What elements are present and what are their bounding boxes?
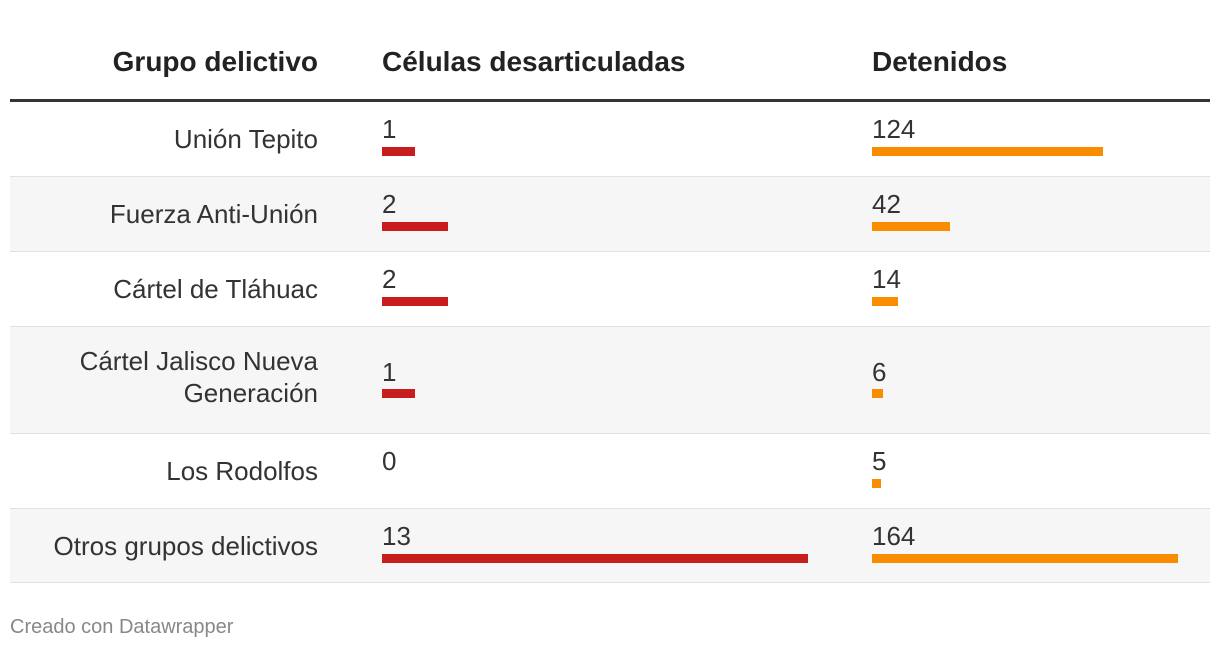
cells-bar	[382, 147, 415, 156]
header-cells: Células desarticuladas	[382, 46, 686, 77]
table-body: Unión Tepito 1 124 Fuerza Anti-Unión 2 42 Cárt…	[10, 102, 1210, 583]
table-row: Otros grupos delictivos 13 164	[10, 509, 1210, 583]
cells-bar	[382, 222, 448, 231]
detained-value: 6	[872, 357, 887, 387]
cells-value: 1	[382, 114, 397, 144]
table-row: Cártel de Tláhuac 2 14	[10, 252, 1210, 327]
table-header: Grupo delictivo Células desarticuladas D…	[10, 30, 1210, 102]
data-table: Grupo delictivo Células desarticuladas D…	[10, 30, 1210, 583]
header-group: Grupo delictivo	[112, 46, 318, 77]
cells-bar	[382, 389, 415, 398]
detained-value: 14	[872, 264, 901, 294]
detained-bar	[872, 554, 1178, 563]
group-name: Otros grupos delictivos	[53, 531, 318, 561]
detained-bar	[872, 479, 882, 488]
group-name: Unión Tepito	[173, 124, 318, 154]
table-row: Fuerza Anti-Unión 2 42	[10, 177, 1210, 252]
detained-bar	[872, 147, 1104, 156]
detained-value: 42	[872, 189, 901, 219]
detained-value: 124	[872, 114, 916, 144]
detained-bar	[872, 297, 899, 306]
cells-value: 13	[382, 521, 411, 551]
table-row: Los Rodolfos 0 5	[10, 434, 1210, 509]
detained-value: 5	[872, 446, 887, 476]
header-detained: Detenidos	[872, 46, 1008, 77]
detained-value: 164	[872, 521, 916, 551]
detained-bar	[872, 222, 951, 231]
table-row: Unión Tepito 1 124	[10, 102, 1210, 177]
detained-bar	[872, 389, 884, 398]
cells-bar	[382, 554, 808, 563]
cells-value: 2	[382, 189, 397, 219]
group-name: Cártel Jalisco Nueva Generación	[79, 346, 318, 408]
cells-bar	[382, 297, 448, 306]
cells-value: 0	[382, 446, 397, 476]
group-name: Cártel de Tláhuac	[113, 274, 318, 304]
group-name: Fuerza Anti-Unión	[109, 199, 318, 229]
group-name: Los Rodolfos	[166, 456, 318, 486]
footer-credit: Creado con Datawrapper	[10, 616, 234, 638]
cells-value: 1	[382, 357, 397, 387]
cells-value: 2	[382, 264, 397, 294]
table-row: Cártel Jalisco Nueva Generación 1 6	[10, 327, 1210, 434]
